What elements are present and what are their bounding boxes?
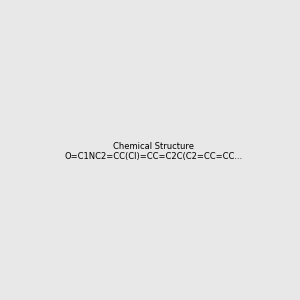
Text: Chemical Structure
O=C1NC2=CC(Cl)=CC=C2C(C2=CC=CC...: Chemical Structure O=C1NC2=CC(Cl)=CC=C2C… (64, 142, 243, 161)
